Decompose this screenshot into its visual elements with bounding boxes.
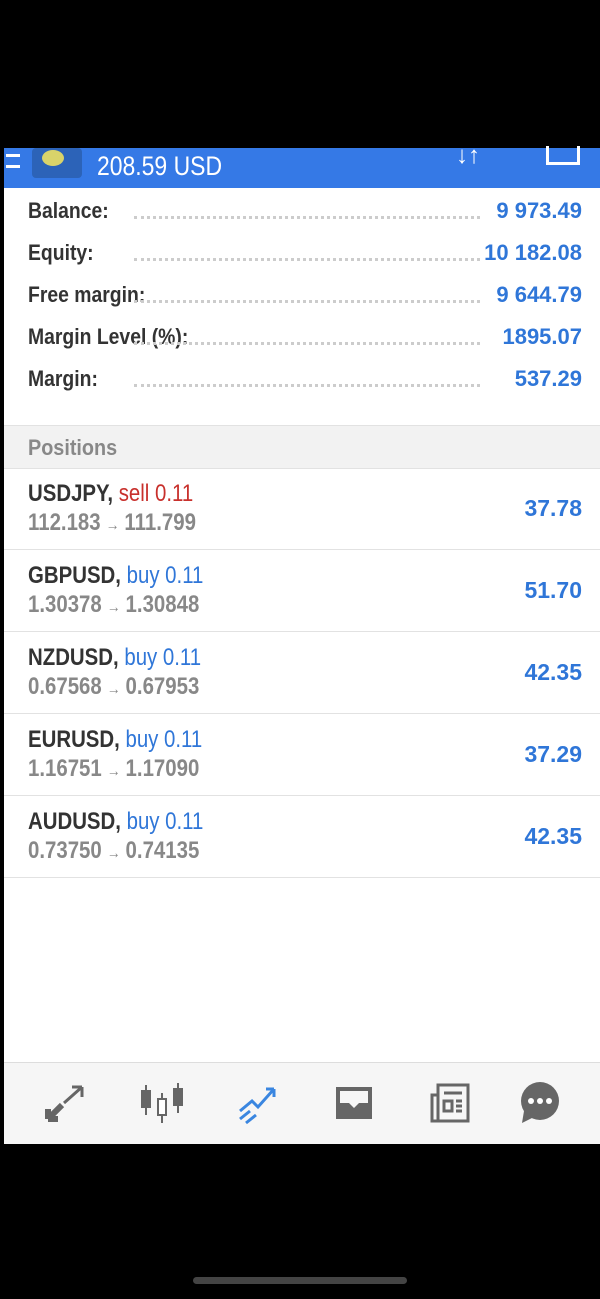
current-price: 0.74135 — [125, 837, 200, 864]
summary-row: Free margin: 9 644.79 — [4, 272, 600, 314]
account-logo[interactable] — [32, 148, 82, 178]
current-price: 0.67953 — [125, 673, 200, 700]
summary-label: Margin Level (%): — [28, 324, 189, 349]
position-row[interactable]: NZDUSD, buy 0.11 0.67568 → 0.67953 42.35 — [4, 632, 600, 714]
summary-label: Margin: — [28, 366, 98, 391]
position-symbol: AUDUSD, — [28, 808, 121, 835]
position-profit: 42.35 — [524, 659, 582, 685]
summary-row: Equity: 10 182.08 — [4, 230, 600, 272]
current-price: 1.17090 — [125, 755, 200, 782]
arrow-icon: → — [106, 763, 121, 780]
arrow-icon: → — [106, 599, 121, 616]
position-side: buy 0.11 — [125, 726, 203, 753]
open-price: 112.183 — [28, 509, 101, 536]
chart-icon[interactable] — [138, 1081, 186, 1125]
open-price: 1.30378 — [28, 591, 102, 618]
summary-row: Margin Level (%): 1895.07 — [4, 314, 600, 356]
menu-icon[interactable] — [6, 154, 20, 168]
summary-value: 9 973.49 — [496, 198, 582, 223]
chat-icon[interactable] — [516, 1081, 564, 1125]
position-symbol: NZDUSD, — [28, 644, 119, 671]
summary-label: Equity: — [28, 240, 94, 265]
new-order-icon[interactable] — [546, 146, 580, 165]
trade-icon[interactable] — [234, 1081, 282, 1125]
position-side: buy 0.11 — [126, 808, 204, 835]
inbox-icon[interactable] — [330, 1081, 378, 1125]
summary-value: 1895.07 — [502, 324, 582, 349]
position-symbol: EURUSD, — [28, 726, 120, 753]
position-symbol: GBPUSD, — [28, 562, 121, 589]
positions-list: USDJPY, sell 0.11 112.183 → 111.799 37.78 GBP… — [4, 468, 600, 878]
sort-icon[interactable]: ↓↑ — [456, 142, 480, 169]
positions-header: Positions — [4, 425, 600, 469]
position-profit: 51.70 — [524, 577, 582, 603]
dotted-leader — [134, 258, 480, 261]
position-side: buy 0.11 — [124, 644, 202, 671]
bottom-nav — [4, 1062, 600, 1144]
header-title: 208.59 USD — [97, 151, 223, 181]
positions-label: Positions — [28, 435, 118, 460]
summary-value: 10 182.08 — [484, 240, 582, 265]
summary-value: 537.29 — [514, 366, 582, 391]
position-profit: 37.29 — [524, 741, 582, 767]
summary-label: Free margin: — [28, 282, 146, 307]
position-side: sell 0.11 — [118, 480, 194, 507]
app: 208.59 USD ↓↑ Balance: 9 973.49 Equity: 10 … — [4, 142, 600, 1144]
home-indicator[interactable] — [193, 1277, 407, 1284]
dotted-leader — [134, 384, 480, 387]
position-row[interactable]: GBPUSD, buy 0.11 1.30378 → 1.30848 51.70 — [4, 550, 600, 632]
summary-row: Balance: 9 973.49 — [4, 188, 600, 230]
dotted-leader — [134, 342, 480, 345]
news-icon[interactable] — [426, 1081, 474, 1125]
position-profit: 42.35 — [524, 823, 582, 849]
account-summary: Balance: 9 973.49 Equity: 10 182.08 Free mar… — [4, 188, 600, 398]
position-row[interactable]: USDJPY, sell 0.11 112.183 → 111.799 37.78 — [4, 468, 600, 550]
position-side: buy 0.11 — [126, 562, 204, 589]
open-price: 0.73750 — [28, 837, 102, 864]
arrow-icon: → — [105, 517, 120, 534]
summary-value: 9 644.79 — [496, 282, 582, 307]
position-profit: 37.78 — [524, 495, 582, 521]
position-row[interactable]: EURUSD, buy 0.11 1.16751 → 1.17090 37.29 — [4, 714, 600, 796]
position-symbol: USDJPY, — [28, 480, 114, 507]
open-price: 0.67568 — [28, 673, 102, 700]
dotted-leader — [134, 216, 480, 219]
current-price: 1.30848 — [125, 591, 200, 618]
arrow-icon: → — [106, 845, 121, 862]
summary-row: Margin: 537.29 — [4, 356, 600, 398]
summary-label: Balance: — [28, 198, 109, 223]
dotted-leader — [134, 300, 480, 303]
header: 208.59 USD ↓↑ — [4, 142, 600, 188]
open-price: 1.16751 — [28, 755, 102, 782]
quotes-icon[interactable] — [42, 1081, 90, 1125]
position-row[interactable]: AUDUSD, buy 0.11 0.73750 → 0.74135 42.35 — [4, 796, 600, 878]
arrow-icon: → — [106, 681, 121, 698]
current-price: 111.799 — [124, 509, 196, 536]
